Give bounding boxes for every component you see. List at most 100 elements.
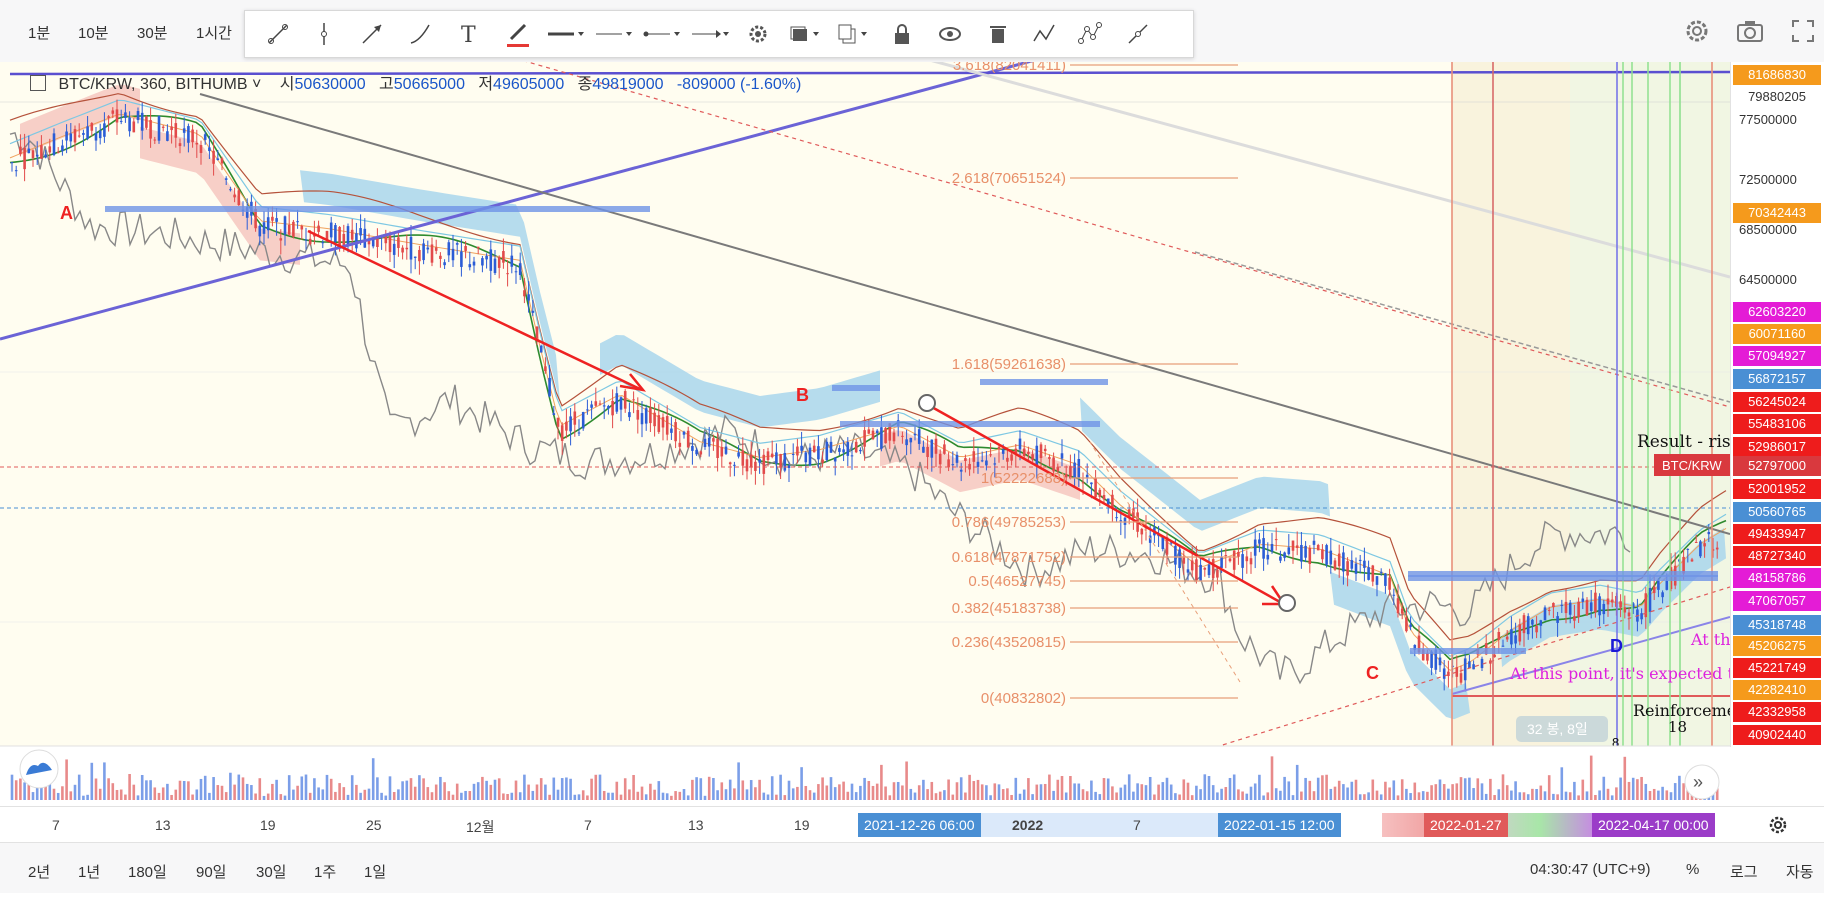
volume-bar xyxy=(1413,782,1417,800)
settings-gear-icon[interactable] xyxy=(1684,18,1710,50)
candle-body xyxy=(670,428,673,433)
cloud-segment xyxy=(600,334,880,428)
auto-toggle[interactable]: 자동 xyxy=(1786,864,1814,881)
price-label: 50560765 xyxy=(1733,502,1821,522)
price-label: 52986017 xyxy=(1733,437,1821,457)
candle-body xyxy=(1241,554,1244,568)
candle-body xyxy=(1375,576,1379,585)
axis-settings-gear-icon[interactable] xyxy=(1766,813,1790,842)
candle-body xyxy=(48,146,52,153)
copy-icon[interactable] xyxy=(831,11,877,57)
segment-icon[interactable] xyxy=(1115,11,1161,57)
red-dashed-channel xyxy=(525,62,1730,408)
symbol-menu-icon[interactable] xyxy=(30,75,46,91)
line-width-icon[interactable] xyxy=(591,11,637,57)
trash-icon[interactable] xyxy=(975,11,1021,57)
price-axis[interactable]: 77500000 72500000 68500000 64500000 81686830… xyxy=(1730,62,1824,747)
camera-icon[interactable] xyxy=(1736,18,1764,50)
symbol-name[interactable]: BTC/KRW, 360, BITHUMB xyxy=(58,76,248,93)
candle-body xyxy=(720,447,724,457)
dot-line-icon[interactable] xyxy=(639,11,685,57)
candle-body xyxy=(237,190,241,206)
candle-body xyxy=(1048,457,1051,459)
vertical-line-icon[interactable] xyxy=(301,11,347,57)
candle-body xyxy=(455,243,459,245)
range-30d[interactable]: 30일 xyxy=(256,864,287,881)
candle-body xyxy=(14,170,18,172)
volume-bar xyxy=(35,779,39,800)
timeframe-1min[interactable]: 1분 xyxy=(28,25,51,42)
cloud-logo-icon xyxy=(26,762,52,775)
volume-bar xyxy=(1253,783,1257,800)
range-1w[interactable]: 1주 xyxy=(314,864,337,881)
gear-icon[interactable] xyxy=(735,11,781,57)
volume-bar xyxy=(342,787,346,800)
candle-body xyxy=(1409,624,1412,627)
candle-body xyxy=(1363,560,1366,568)
volume-bar xyxy=(926,789,929,800)
volume-bar xyxy=(678,791,682,800)
candle-body xyxy=(1001,449,1005,454)
volume-bar xyxy=(1375,790,1379,800)
candle-body xyxy=(1610,599,1614,603)
candle-body xyxy=(166,131,169,141)
volume-bar xyxy=(166,783,169,800)
eye-icon[interactable] xyxy=(927,11,973,57)
annotations: A B C D Result - rise At this point, it's exp… xyxy=(60,203,1730,750)
fib-label: 0(40832802) xyxy=(981,690,1066,707)
x-tick: 13 xyxy=(155,817,171,833)
candle-body xyxy=(27,148,31,154)
node-icon[interactable] xyxy=(1067,11,1113,57)
candle-body xyxy=(737,452,740,457)
timeframe-30min[interactable]: 30분 xyxy=(137,25,168,42)
percent-toggle[interactable]: % xyxy=(1686,861,1700,878)
volume-bar xyxy=(111,783,115,800)
candle-body xyxy=(926,446,929,458)
candle-body xyxy=(220,158,224,164)
candle-body xyxy=(1594,592,1597,613)
candle-body xyxy=(1644,593,1648,618)
candle-body xyxy=(342,233,346,246)
volume-bar xyxy=(775,794,778,800)
curve-icon[interactable] xyxy=(397,11,443,57)
volume-bar xyxy=(1678,775,1681,800)
label-b: B xyxy=(796,385,809,405)
price-chart[interactable]: 3.618(82041411) 2.618(70651524) 1.618(5926… xyxy=(0,62,1730,806)
range-2y[interactable]: 2년 xyxy=(28,864,51,881)
volume-bar xyxy=(1673,783,1677,800)
candle-body xyxy=(838,448,841,452)
pencil-icon[interactable] xyxy=(495,11,541,57)
price-label: 56872157 xyxy=(1733,369,1821,389)
line-style-icon[interactable] xyxy=(543,11,589,57)
ray-icon[interactable] xyxy=(349,11,395,57)
trend-line-icon[interactable] xyxy=(255,11,301,57)
volume-bar xyxy=(758,779,761,800)
fullscreen-icon[interactable] xyxy=(1790,18,1816,50)
lock-icon[interactable] xyxy=(879,11,925,57)
volume-bar xyxy=(804,785,808,800)
range-90d[interactable]: 90일 xyxy=(196,864,227,881)
timeframe-1hour[interactable]: 1시간 xyxy=(196,25,232,42)
candle-body xyxy=(1312,540,1316,545)
text-icon[interactable]: T xyxy=(445,11,491,57)
candle-body xyxy=(1371,565,1375,582)
volume-bar xyxy=(1577,795,1580,800)
volume-bar xyxy=(1085,791,1089,800)
pattern-icon[interactable] xyxy=(1021,11,1067,57)
log-toggle[interactable]: 로그 xyxy=(1730,864,1758,881)
volume-bar xyxy=(657,781,661,800)
cloud-segment xyxy=(1330,571,1470,720)
symbol-dropdown-icon[interactable]: ˅ xyxy=(247,76,262,93)
range-1y[interactable]: 1년 xyxy=(78,864,101,881)
range-1d[interactable]: 1일 xyxy=(364,864,387,881)
volume-bar xyxy=(707,776,711,800)
svg-text:T: T xyxy=(461,23,476,47)
layers-icon[interactable] xyxy=(783,11,829,57)
arrow-line-icon[interactable] xyxy=(687,11,733,57)
candle-body xyxy=(548,377,551,397)
timeframe-10min[interactable]: 10분 xyxy=(78,25,109,42)
volume-bar xyxy=(1623,756,1627,800)
range-180d[interactable]: 180일 xyxy=(128,864,167,881)
time-axis[interactable]: 7 13 19 25 12월 7 13 19 2022 7 2021-12-26… xyxy=(0,806,1824,843)
volume-bar xyxy=(1178,794,1181,800)
